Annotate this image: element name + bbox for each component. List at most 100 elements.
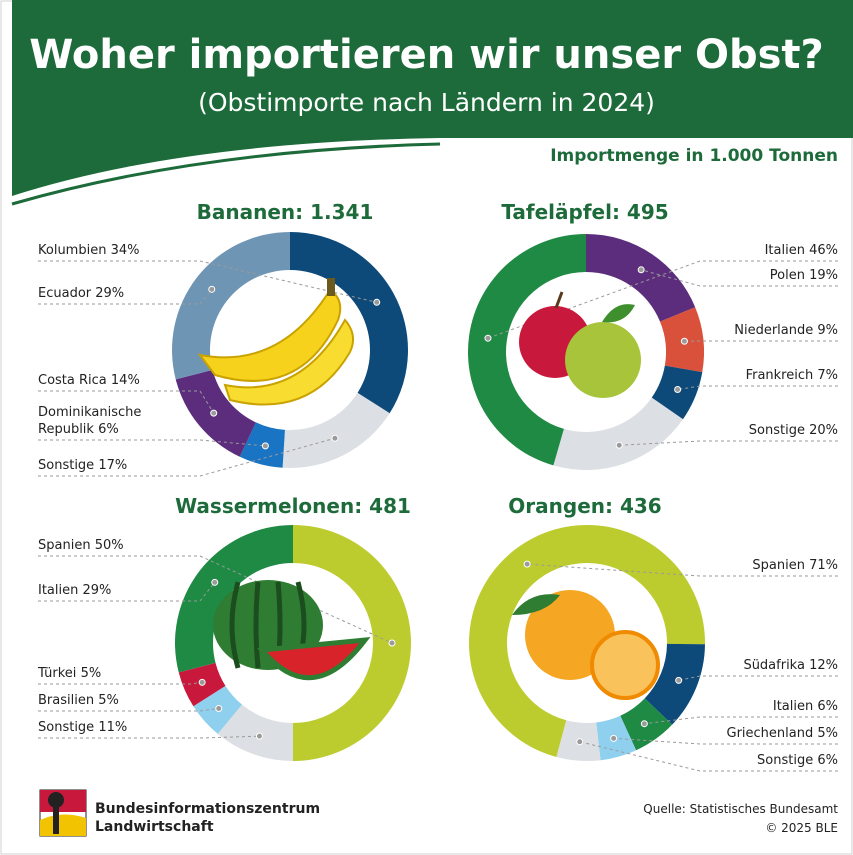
category-label: Spanien [752,558,805,573]
chart-title: Bananen: 1.341 [196,200,374,224]
leader-dot [523,560,531,568]
category-label: Griechenland [726,726,814,741]
donut-slice [282,392,390,468]
leader-dot [210,409,218,417]
leader-line [38,439,266,447]
value-label: 9% [817,323,838,338]
category-label: Ecuador [38,286,92,301]
value-label: 19% [809,268,838,283]
leader-dot [680,337,688,345]
leader-line [38,735,260,739]
category-label: Niederlande [734,323,814,338]
slice-label: Griechenland 5% [727,725,839,742]
slice-label: Spanien 50% [38,537,124,554]
category-label: Sonstige [757,753,814,768]
banana-illustration [197,278,355,406]
leader-dot [373,298,381,306]
leader-line [613,737,838,745]
value-label: 29% [82,583,112,598]
value-label: 34% [110,243,140,258]
leader-line [38,260,377,303]
melon-stripe [229,581,241,669]
chart-title: Wassermelonen: 481 [175,494,411,518]
donut-slice [175,525,293,673]
leader-line [677,385,838,391]
slice-label: Costa Rica 14% [38,372,140,389]
slice-label: Sonstige 20% [749,422,838,439]
apple [565,322,641,398]
value-label: 11% [98,720,128,735]
chart-title: Tafeläpfel: 495 [501,200,669,224]
slice-label: Südafrika 12% [743,657,838,674]
slice-label: Sonstige 17% [38,457,127,474]
leader-line [527,563,838,577]
slice-label: Polen 19% [770,267,838,284]
leader-line [38,707,219,712]
category-label: Italien [772,699,814,714]
leader-line [38,390,215,414]
donut-slice [293,525,411,761]
value-label: 71% [809,558,838,573]
slice-label: Niederlande 9% [734,322,838,339]
leader-line [38,437,336,477]
leader-dot [215,704,223,712]
slice-label: Italien 29% [38,582,111,599]
copyright: © 2025 BLE [765,821,838,835]
category-label: Sonstige [38,720,95,735]
source-text: Quelle: Statistisches Bundesamt [643,802,838,816]
slice-label: Sonstige 11% [38,719,127,736]
leader-dot [640,720,648,728]
leader-dot [576,738,584,746]
apple-illustration [519,291,641,398]
slice-label: Dominikanische Republik 6% [38,404,168,438]
category-label: Italien [38,583,79,598]
leader-dot [610,734,618,742]
leader-dot [208,285,216,293]
value-label: 29% [95,286,125,301]
leaf [602,304,635,323]
leader-dot [255,732,263,740]
category-label: Spanien [38,538,91,553]
leader-line [678,675,838,681]
value-label: 50% [94,538,124,553]
slice-label: Kolumbien 34% [38,242,140,259]
org-name: Bundesinformationszentrum Landwirtschaft [95,800,320,836]
value-label: 5% [80,666,102,681]
orange-leaf [512,594,560,615]
category-label: Italien [764,243,805,258]
org-line: Landwirtschaft [95,819,214,835]
leader-line [38,555,393,644]
melon-illustration [213,580,371,681]
unit-note: Importmenge in 1.000 Tonnen [550,146,838,166]
banana-stem [327,278,335,296]
slice-label: Türkei 5% [38,665,101,682]
donut-slice [586,234,696,322]
leader-dot [198,678,206,686]
leader-dot [388,639,396,647]
value-label: 14% [110,373,140,388]
donut-slice [468,234,586,466]
leader-dot [637,266,645,274]
value-label: 7% [817,368,838,383]
leader-line [641,269,838,287]
leader-line [38,681,203,685]
leader-dot [211,578,219,586]
category-label: Türkei [38,666,77,681]
donut-slice [644,643,705,725]
category-label: Frankreich [745,368,814,383]
category-label: Sonstige [748,423,805,438]
value-label: 6% [817,699,838,714]
leader-line [644,716,838,725]
category-label: Südafrika [743,658,805,673]
leader-dot [261,442,269,450]
leader-line [579,741,838,772]
slice-label: Ecuador 29% [38,285,124,302]
leader-line [38,582,216,602]
leader-dot [675,676,683,684]
donut-slice [290,232,409,414]
logo [39,789,87,837]
donut-slice [469,525,705,757]
slice-label: Spanien 71% [752,557,838,574]
